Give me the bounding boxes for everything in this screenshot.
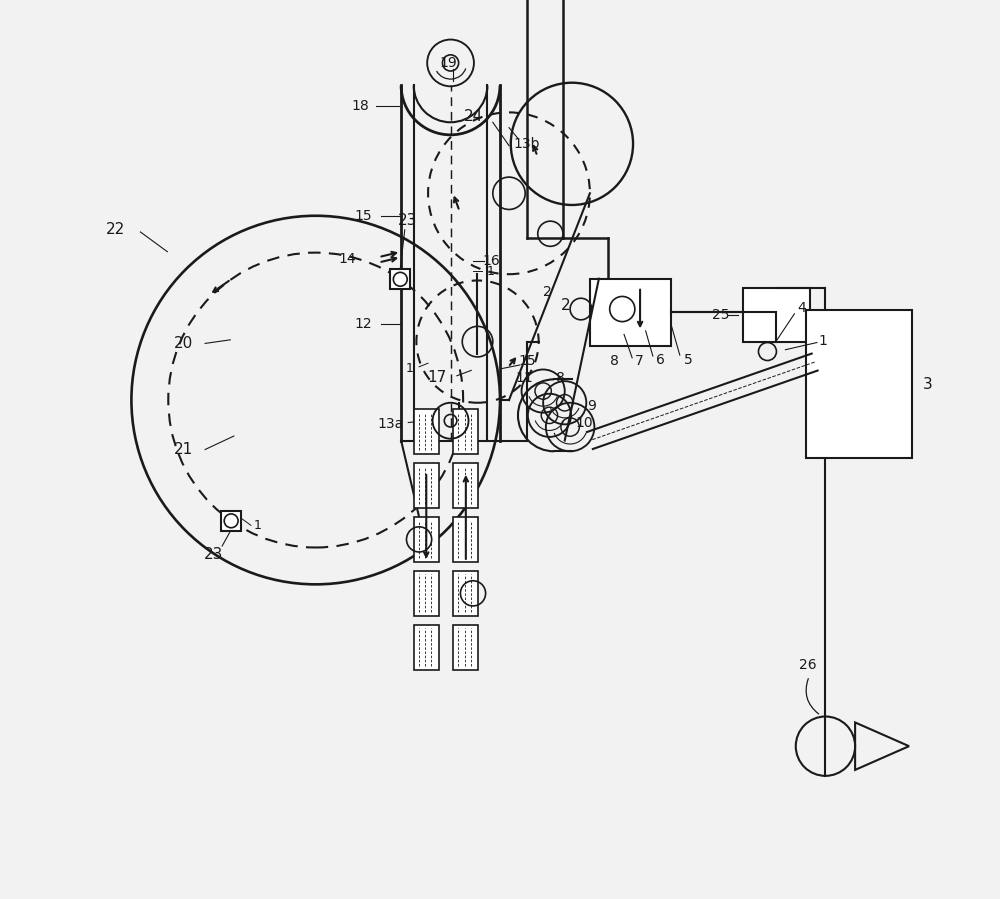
Text: 10: 10 — [576, 415, 593, 430]
Text: 11: 11 — [515, 370, 533, 385]
Text: 13a: 13a — [377, 417, 403, 432]
Text: 1: 1 — [487, 265, 495, 278]
Bar — [590, 279, 671, 346]
Text: 19: 19 — [439, 56, 457, 70]
Text: 8: 8 — [556, 370, 565, 385]
Bar — [414, 625, 439, 670]
Text: 15: 15 — [355, 209, 372, 223]
Text: 23: 23 — [203, 547, 223, 563]
Text: 15: 15 — [518, 354, 536, 369]
Bar — [743, 288, 810, 342]
Text: 1: 1 — [406, 362, 414, 375]
Text: 22: 22 — [106, 222, 125, 236]
Text: 4: 4 — [797, 301, 806, 316]
Bar — [806, 310, 912, 458]
Text: 2: 2 — [543, 285, 552, 299]
Text: 20: 20 — [174, 336, 193, 351]
Text: 8: 8 — [610, 354, 619, 369]
Text: 16: 16 — [482, 254, 500, 268]
Bar — [453, 625, 478, 670]
Text: 9: 9 — [587, 399, 596, 414]
Bar — [221, 511, 241, 530]
Text: 6: 6 — [656, 352, 664, 367]
Bar — [414, 517, 439, 562]
Text: 2: 2 — [561, 298, 570, 313]
Text: 17: 17 — [427, 370, 447, 385]
Text: 21: 21 — [174, 442, 193, 457]
Text: 5: 5 — [684, 352, 693, 367]
Bar — [453, 517, 478, 562]
Text: 24: 24 — [463, 110, 483, 124]
Bar — [453, 409, 478, 454]
Text: 14: 14 — [338, 252, 356, 266]
Bar — [453, 463, 478, 508]
Bar — [390, 270, 410, 289]
Text: 1: 1 — [819, 334, 828, 348]
Bar — [414, 463, 439, 508]
Bar — [453, 571, 478, 616]
Text: 12: 12 — [355, 316, 372, 331]
Text: 26: 26 — [799, 658, 816, 672]
Text: 23: 23 — [398, 213, 417, 228]
Text: 3: 3 — [923, 377, 933, 392]
Text: 1: 1 — [254, 519, 262, 532]
Bar — [414, 409, 439, 454]
Bar — [414, 571, 439, 616]
Text: 7: 7 — [635, 354, 644, 369]
Text: 18: 18 — [352, 99, 370, 113]
Text: 13b: 13b — [514, 137, 540, 151]
Text: 25: 25 — [712, 307, 729, 322]
